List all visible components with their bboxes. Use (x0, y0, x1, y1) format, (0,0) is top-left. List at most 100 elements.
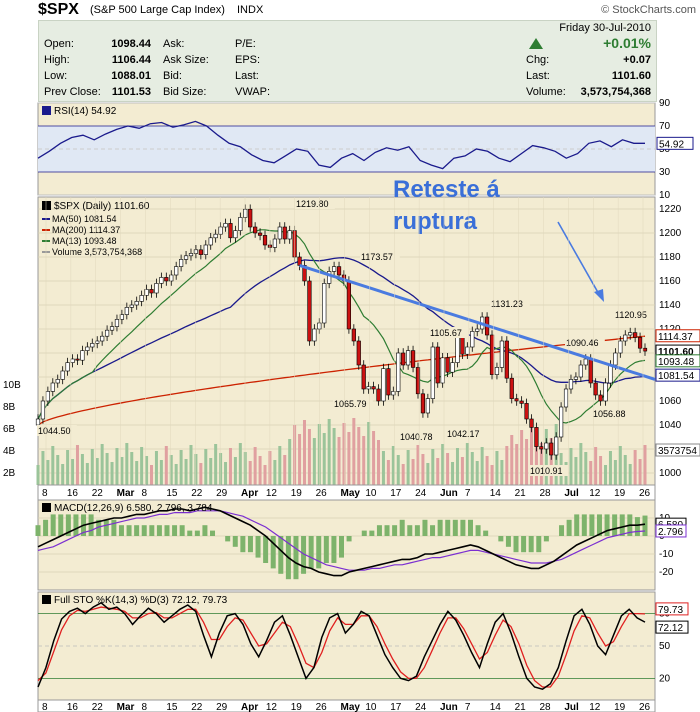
price-tick-label: 1180 (659, 252, 681, 263)
x-tick-label: 17 (390, 488, 402, 499)
bottom-x-tick-label: 24 (415, 702, 427, 712)
macd-histogram-bar (278, 536, 284, 574)
sto-tick-label: 50 (659, 641, 671, 652)
macd-histogram-bar (543, 536, 549, 542)
volume-bar (623, 455, 627, 485)
macd-tick-label: -10 (659, 549, 674, 560)
candle-body (50, 382, 55, 392)
prev-close-value: 1101.53 (111, 86, 151, 98)
macd-histogram-bar (513, 536, 519, 553)
volume-bar (520, 430, 524, 485)
low-label: Low: (44, 70, 68, 82)
macd-histogram-bar (498, 536, 504, 542)
legend-item: MA(13) 1093.48 (52, 236, 117, 246)
volume-bar (61, 464, 65, 485)
candle-body (114, 319, 120, 327)
volume-bar (490, 465, 494, 485)
candle-body (183, 255, 189, 260)
macd-histogram-bar (627, 514, 633, 536)
volume-value: 3,573,754,368 (580, 86, 651, 98)
ma200-line (37, 335, 646, 426)
candle-body (317, 322, 322, 330)
macd-histogram-bar (612, 514, 618, 536)
candle-body (435, 346, 440, 384)
volume-bar (80, 454, 84, 485)
candle-body (262, 235, 268, 246)
volume-bar (505, 446, 509, 485)
candle-body (331, 266, 337, 272)
macd-histogram-bar (141, 525, 147, 536)
high-value: 1106.44 (111, 54, 151, 66)
candle-body (568, 379, 574, 390)
volume-bar (115, 448, 119, 485)
sto-right-label: 72.12 (658, 623, 683, 634)
rsi-current-box (656, 136, 694, 150)
candle-body (554, 436, 559, 456)
right-price-label: 1081.54 (658, 371, 695, 382)
candle-body (450, 362, 455, 373)
candle-body (386, 368, 391, 396)
volume-bar (564, 462, 568, 485)
legend-item: Volume 3,573,754,368 (52, 247, 142, 257)
macd-histogram-bar (361, 530, 367, 536)
x-tick-label: 16 (67, 488, 79, 499)
volume-bar (228, 448, 232, 485)
bottom-x-tick-label: 21 (515, 702, 527, 712)
volume-bar (199, 463, 203, 485)
volume-bar (238, 443, 242, 485)
price-tick-label: 1040 (659, 420, 682, 431)
candle-body (169, 274, 174, 282)
macd-histogram-bar (407, 525, 413, 536)
bottom-x-tick-label: 12 (266, 702, 278, 712)
prev-close-label: Prev Close: (44, 86, 101, 98)
volume-bar (638, 459, 642, 485)
candle-body (415, 367, 421, 395)
volume-bar (584, 452, 588, 485)
sto-d-line (37, 606, 646, 688)
macd-histogram-bar (247, 536, 253, 553)
volume-bar (381, 451, 385, 485)
volume-bar (90, 449, 94, 485)
volume-bar (337, 437, 341, 485)
volume-tick-label: 4B (3, 446, 16, 457)
volume-bar (85, 463, 89, 485)
bottom-x-tick-label: 8 (42, 702, 48, 712)
bottom-x-tick-label: 22 (191, 702, 203, 712)
macd-histogram-bar (331, 536, 337, 563)
annotation-text-line1: Reteste á (393, 176, 500, 203)
candle-body (371, 386, 376, 390)
rsi-line (37, 120, 645, 170)
macd-right-label: 6.580 (658, 520, 683, 531)
macd-histogram-bar (323, 536, 329, 563)
candle-body (470, 331, 475, 348)
price-panel-bg (37, 196, 656, 486)
candle-body (603, 382, 608, 402)
bottom-x-tick-label: Apr (241, 702, 258, 712)
volume-bar (224, 462, 228, 485)
candle-body (159, 277, 164, 284)
macd-histogram-bar (574, 514, 580, 536)
candle-body (238, 217, 243, 231)
volume-bar (75, 445, 79, 485)
high-label: High: (44, 54, 70, 66)
candle-body (119, 314, 124, 320)
last-label-mid: Last: (235, 70, 259, 82)
index-name: (S&P 500 Large Cap Index) (90, 4, 225, 16)
x-tick-label: 19 (614, 488, 626, 499)
volume-bar (209, 458, 213, 485)
macd-histogram-bar (581, 514, 587, 536)
ma13-line (37, 229, 646, 424)
volume-bar (332, 428, 336, 485)
volume-bar (307, 429, 311, 485)
candle-body (272, 238, 277, 248)
right-label-box (655, 329, 700, 343)
volume-bar (110, 462, 114, 485)
volume-bar (51, 446, 55, 485)
bottom-x-tick-label: 14 (490, 702, 502, 712)
macd-histogram-bar (285, 536, 291, 580)
x-tick-label: 26 (316, 488, 328, 499)
candle-body (228, 223, 233, 239)
volume-bar (140, 447, 144, 485)
bottom-x-tick-label: 10 (365, 702, 377, 712)
volume-bar (312, 438, 316, 485)
